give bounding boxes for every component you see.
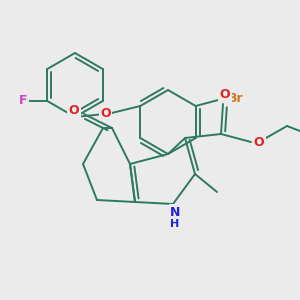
Text: O: O bbox=[220, 88, 230, 100]
Text: O: O bbox=[254, 136, 264, 148]
Text: O: O bbox=[100, 107, 111, 120]
Text: N: N bbox=[170, 206, 180, 218]
Text: F: F bbox=[19, 94, 28, 107]
Text: H: H bbox=[170, 219, 180, 229]
Text: O: O bbox=[69, 103, 79, 116]
Text: Br: Br bbox=[228, 92, 244, 104]
